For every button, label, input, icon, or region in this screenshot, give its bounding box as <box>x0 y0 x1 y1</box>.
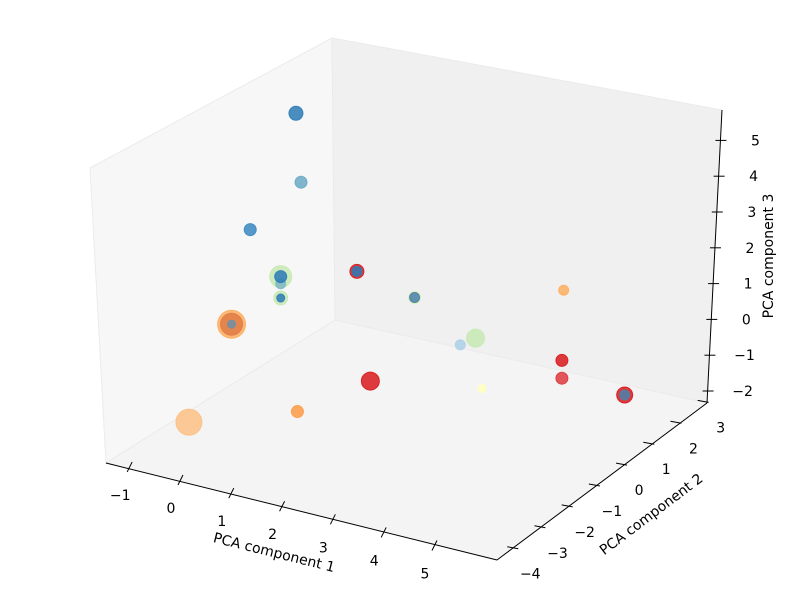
x-tick-label: 0 <box>167 501 176 517</box>
data-point <box>555 353 569 367</box>
data-point <box>243 223 257 237</box>
y-tick-label: −1 <box>602 504 623 520</box>
y-tick-label: 0 <box>635 483 644 499</box>
data-point <box>227 319 237 329</box>
y-tick <box>697 399 709 403</box>
x-tick <box>431 540 438 551</box>
y-tick-label: −2 <box>574 525 595 541</box>
z-tick-label: 4 <box>749 169 758 185</box>
axis-ticks: −1 0 1 2 3 4 5 −4 −3 −2 −1 0 1 2 3 −2 −1 0 1 2 3 4 5 <box>110 133 760 582</box>
data-point <box>175 408 203 436</box>
x-tick <box>329 514 336 525</box>
data-point <box>477 384 487 394</box>
y-tick-label: −4 <box>520 567 541 583</box>
y-tick-label: 2 <box>689 441 698 457</box>
x-tick <box>177 474 184 486</box>
data-point <box>619 389 631 401</box>
y-tick <box>670 420 682 424</box>
x-tick <box>228 487 235 499</box>
y-tick <box>643 441 655 445</box>
data-point <box>409 292 421 303</box>
data-point <box>294 175 308 189</box>
x-tick-label: −1 <box>110 488 131 504</box>
x-tick-label: 2 <box>268 527 277 543</box>
data-point <box>466 328 486 348</box>
x-tick-label: 4 <box>370 553 379 569</box>
z-axis-line <box>706 109 723 404</box>
z-tick-label: 0 <box>742 312 751 328</box>
z-tick-label: 1 <box>744 277 753 293</box>
x-tick-label: 5 <box>421 567 430 583</box>
scatter-points <box>175 105 634 436</box>
z-tick-label: −1 <box>734 348 755 364</box>
data-point <box>288 105 304 121</box>
y-tick-label: 1 <box>662 462 671 478</box>
data-point <box>558 284 570 296</box>
y-axis-line <box>496 402 708 561</box>
data-point <box>360 371 380 391</box>
x-axis-line <box>105 462 498 561</box>
data-point <box>454 339 466 351</box>
data-point <box>351 265 363 277</box>
data-point <box>555 371 569 385</box>
z-tick-label: 5 <box>751 133 760 149</box>
x-tick-label: 1 <box>217 514 226 530</box>
data-point <box>276 293 286 303</box>
z-tick-label: −2 <box>732 384 753 400</box>
y-tick-label: 3 <box>716 420 725 436</box>
x-tick-label: 3 <box>319 540 328 556</box>
y-tick <box>534 525 546 529</box>
z-tick-label: 2 <box>745 241 754 257</box>
z-axis-label: PCA component 3 <box>761 194 777 319</box>
data-point <box>290 405 304 419</box>
z-tick-label: 3 <box>747 205 756 221</box>
y-tick-label: −3 <box>547 546 568 562</box>
y-tick <box>561 504 573 508</box>
x-tick <box>279 500 286 512</box>
y-tick <box>507 546 519 550</box>
y-tick <box>615 462 628 466</box>
x-tick <box>126 461 133 473</box>
data-point <box>274 270 288 284</box>
x-tick <box>380 527 387 538</box>
y-tick <box>588 483 600 487</box>
